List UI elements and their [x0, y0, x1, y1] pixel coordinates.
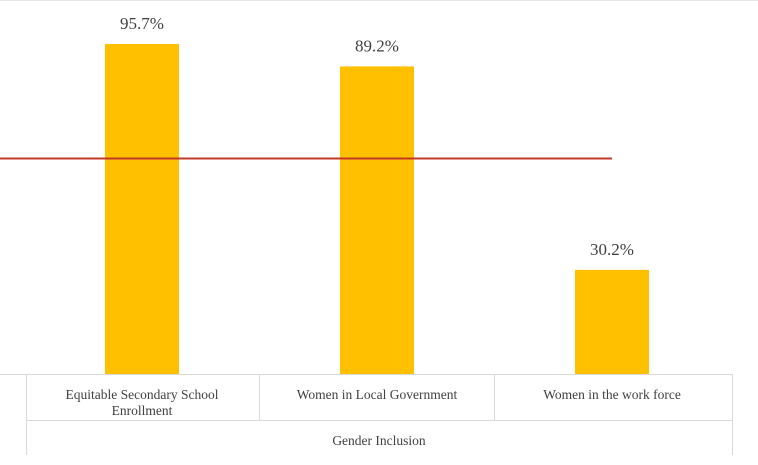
category-label-1: Equitable Secondary School Enrollment [66, 387, 219, 418]
category-label-3: Women in the work force [543, 387, 681, 402]
bars-group [105, 44, 649, 375]
bar-2 [340, 66, 414, 375]
group-label: Gender Inclusion [332, 433, 426, 448]
category-label-2: Women in Local Government [297, 387, 458, 402]
data-label-2: 89.2% [355, 36, 399, 55]
bar-1 [105, 44, 179, 374]
axes-group [0, 374, 733, 455]
data-label-1: 95.7% [120, 14, 164, 33]
data-label-3: 30.2% [590, 240, 634, 259]
bar-3 [575, 269, 649, 374]
labels-group: 95.7% 89.2% 30.2% Equitable Secondary Schoo… [66, 14, 681, 448]
